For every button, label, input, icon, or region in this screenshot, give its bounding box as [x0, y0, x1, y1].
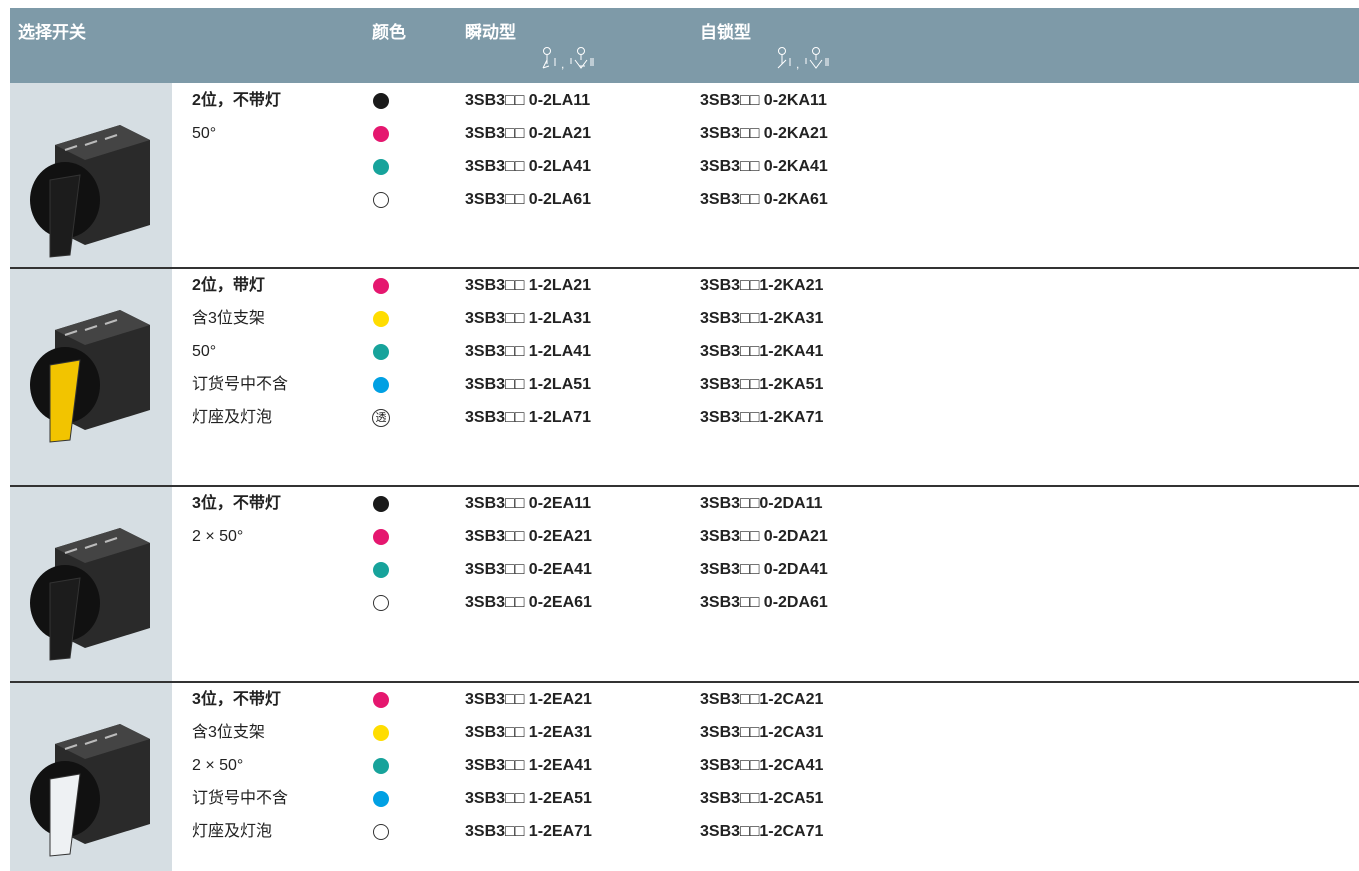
- order-number: 3SB3□□ 1-2EA51: [465, 790, 592, 807]
- color-dot: [373, 496, 389, 512]
- order-number: 3SB3□□ 0-2LA41: [465, 158, 592, 175]
- order-number: 3SB3□□ 0-2LA21: [465, 125, 592, 142]
- switch-image: [30, 724, 150, 857]
- description: 2 × 50°: [192, 528, 244, 545]
- order-number: 3SB3□□1-2CA21: [700, 691, 824, 708]
- order-number: 3SB3□□ 0-2LA61: [465, 191, 592, 208]
- color-dot: [373, 529, 389, 545]
- description: 3位，不带灯: [192, 691, 281, 708]
- contact-symbol: ,: [542, 47, 594, 71]
- order-number: 3SB3□□ 1-2EA31: [465, 724, 592, 741]
- separator: [10, 485, 1359, 487]
- header-momentary: 瞬动型: [465, 23, 516, 42]
- order-number: 3SB3□□ 0-2KA11: [700, 92, 827, 109]
- color-dot: [373, 192, 389, 208]
- order-number: 3SB3□□ 0-2DA61: [700, 594, 828, 611]
- contact-symbol: ,: [777, 47, 829, 71]
- separator: [10, 267, 1359, 269]
- header-bar: 选择开关 颜色 瞬动型 自锁型 , ,: [10, 8, 1359, 83]
- switch-image: [30, 528, 150, 661]
- order-number: 3SB3□□ 0-2DA21: [700, 528, 828, 545]
- color-dot: [373, 725, 389, 741]
- color-dot: [373, 93, 389, 109]
- description: 2位，带灯: [192, 277, 265, 294]
- description: 含3位支架: [192, 310, 265, 327]
- order-number: 3SB3□□ 0-2EA11: [465, 495, 592, 512]
- description: 灯座及灯泡: [192, 823, 273, 840]
- order-number: 3SB3□□ 0-2KA21: [700, 125, 828, 142]
- color-dot: [373, 758, 389, 774]
- color-dot: [373, 595, 389, 611]
- color-dot: [373, 791, 389, 807]
- description: 订货号中不含: [192, 790, 289, 807]
- order-number: 3SB3□□0-2DA11: [700, 495, 823, 512]
- order-number: 3SB3□□ 0-2EA61: [465, 594, 592, 611]
- order-number: 3SB3□□ 1-2LA31: [465, 310, 592, 327]
- order-number: 3SB3□□ 0-2LA11: [465, 92, 591, 109]
- color-dot: [373, 377, 389, 393]
- order-number: 3SB3□□1-2CA71: [700, 823, 824, 840]
- svg-text:,: ,: [561, 57, 564, 71]
- order-number: 3SB3□□1-2KA71: [700, 409, 824, 426]
- svg-text:,: ,: [796, 57, 799, 71]
- order-number: 3SB3□□ 0-2KA61: [700, 191, 828, 208]
- header-latching: 自锁型: [700, 23, 751, 42]
- color-dot: [373, 311, 389, 327]
- description: 50°: [192, 125, 217, 142]
- color-dot: [373, 278, 389, 294]
- description: 订货号中不含: [192, 376, 289, 393]
- color-dot: [373, 692, 389, 708]
- description: 50°: [192, 343, 217, 360]
- color-dot: [373, 344, 389, 360]
- order-number: 3SB3□□ 1-2LA71: [465, 409, 592, 426]
- order-number: 3SB3□□ 1-2EA71: [465, 823, 592, 840]
- switch-image: [30, 310, 150, 443]
- separator: [10, 681, 1359, 683]
- color-dot: [373, 824, 389, 840]
- description: 灯座及灯泡: [192, 409, 273, 426]
- order-number: 3SB3□□1-2CA51: [700, 790, 824, 807]
- description: 2位，不带灯: [192, 92, 281, 109]
- description: 含3位支架: [192, 724, 265, 741]
- order-number: 3SB3□□ 1-2LA41: [465, 343, 592, 360]
- header-title: 选择开关: [18, 23, 86, 42]
- order-number: 3SB3□□1-2CA31: [700, 724, 824, 741]
- order-number: 3SB3□□1-2KA51: [700, 376, 824, 393]
- description: 3位，不带灯: [192, 495, 281, 512]
- order-number: 3SB3□□1-2KA41: [700, 343, 824, 360]
- order-number: 3SB3□□ 0-2EA21: [465, 528, 592, 545]
- description: 2 × 50°: [192, 757, 244, 774]
- order-number: 3SB3□□1-2CA41: [700, 757, 824, 774]
- color-label: 透: [372, 409, 390, 427]
- color-dot: [373, 159, 389, 175]
- order-number: 3SB3□□1-2KA21: [700, 277, 824, 294]
- header-color: 颜色: [372, 23, 406, 42]
- order-number: 3SB3□□ 1-2EA21: [465, 691, 592, 708]
- color-dot: [373, 126, 389, 142]
- order-number: 3SB3□□1-2KA31: [700, 310, 824, 327]
- order-number: 3SB3□□ 0-2KA41: [700, 158, 828, 175]
- switch-image: [30, 125, 150, 258]
- order-number: 3SB3□□ 0-2DA41: [700, 561, 828, 578]
- color-dot: [373, 562, 389, 578]
- order-number: 3SB3□□ 0-2EA41: [465, 561, 592, 578]
- order-number: 3SB3□□ 1-2LA51: [465, 376, 592, 393]
- order-number: 3SB3□□ 1-2EA41: [465, 757, 592, 774]
- order-number: 3SB3□□ 1-2LA21: [465, 277, 592, 294]
